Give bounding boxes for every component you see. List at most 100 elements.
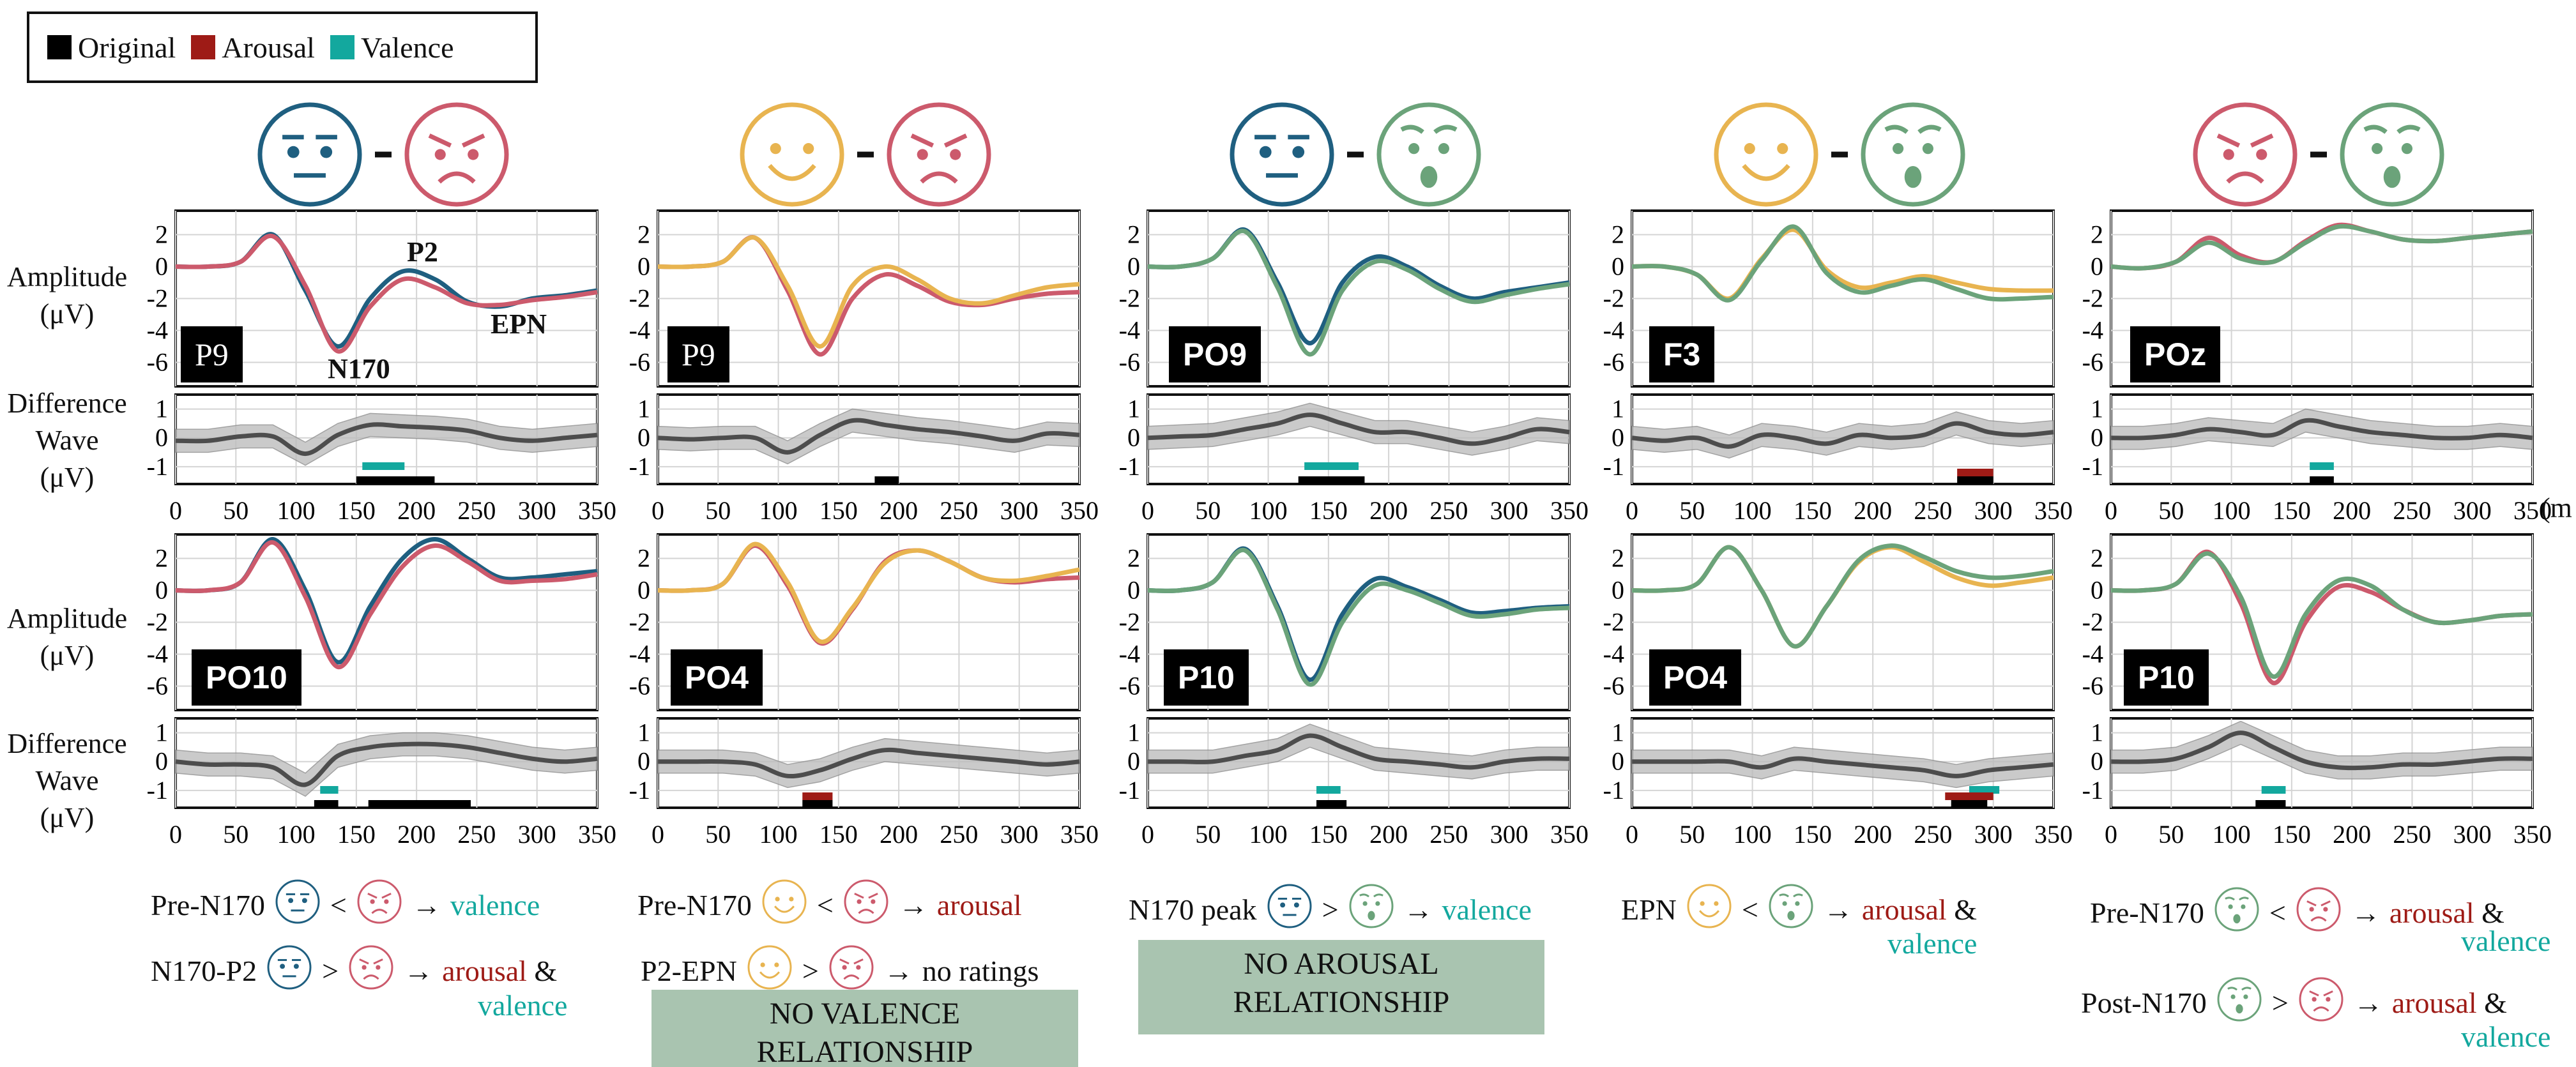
x-tick-label: 50	[1195, 820, 1221, 849]
x-tick-label: 200	[880, 496, 918, 525]
face-outline	[267, 945, 312, 990]
channel-label-r2c3: P10	[1164, 649, 1249, 706]
surprised-face-glyph	[1769, 884, 1813, 928]
difference-wave	[657, 418, 1080, 455]
valence-significance-marker	[1316, 786, 1341, 794]
x-unit-label: (m	[2541, 492, 2572, 524]
finding-col1-row2: N170-P2 > → arousal &	[151, 944, 557, 998]
finding-result: arousal	[1861, 893, 1947, 926]
brow	[839, 958, 850, 965]
difference-wave	[175, 422, 598, 457]
angry-face-icon	[2298, 976, 2345, 1030]
eye	[1362, 901, 1368, 906]
angry-face-icon	[2193, 102, 2298, 207]
eye	[320, 146, 333, 158]
angry-face-icon	[2295, 886, 2342, 940]
finding-result: arousal	[2391, 987, 2477, 1019]
confidence-band	[657, 738, 1080, 789]
finding-result: arousal	[442, 955, 527, 987]
brow	[1400, 125, 1424, 134]
y-tick-label: 1	[2091, 395, 2103, 423]
x-tick-label: 50	[1679, 496, 1705, 525]
face-outline	[762, 879, 807, 924]
x-tick-label: 150	[1794, 496, 1832, 525]
x-tick-label: 350	[1060, 496, 1099, 525]
brow	[1778, 893, 1789, 898]
y-tick-label: 0	[637, 576, 650, 605]
angry-face-glyph	[844, 879, 888, 924]
eye	[1700, 901, 1705, 906]
finding-result: arousal	[936, 889, 1022, 921]
x-tick-label: 350	[578, 496, 616, 525]
original-significance-marker	[1298, 476, 1365, 484]
finding-result: no ratings	[922, 955, 1039, 987]
y-tick-label: -1	[1603, 776, 1624, 805]
mouth	[843, 974, 860, 980]
x-tick-label: 150	[2273, 820, 2311, 849]
y-tick-label: 0	[2091, 252, 2103, 281]
eye	[789, 897, 794, 902]
eye	[1408, 143, 1420, 155]
y-tick-label: 0	[1612, 576, 1624, 605]
x-tick-label: 50	[705, 496, 731, 525]
y-tick-label: 1	[637, 718, 650, 747]
x-tick-label: 100	[1249, 820, 1288, 849]
x-tick-label: 200	[1854, 496, 1892, 525]
face-outline	[1230, 102, 1334, 207]
x-tick-label: 100	[1249, 496, 1288, 525]
finding-label: N170 peak	[1129, 893, 1257, 926]
mouth	[1367, 911, 1375, 921]
x-tick-label: 100	[759, 496, 798, 525]
y-tick-label: 0	[1612, 252, 1624, 281]
x-tick-label: 50	[223, 820, 248, 849]
channel-label-r1c3: PO9	[1169, 326, 1261, 382]
legend-swatch-valence	[330, 35, 354, 59]
y-tick-label: -2	[2082, 284, 2103, 313]
comparison-operator: >	[2271, 987, 2289, 1019]
mouth	[858, 909, 874, 914]
legend: Original Arousal Valence	[27, 11, 538, 83]
y-tick-label: -1	[147, 776, 168, 805]
amplitude-unit-text: (μV)	[40, 298, 95, 329]
y-tick-label: -1	[1603, 452, 1624, 481]
y-tick-label: -6	[147, 348, 168, 377]
face-outline	[1861, 102, 1965, 207]
y-tick-label: -6	[1603, 672, 1624, 700]
face-outline	[275, 879, 320, 924]
y-tick-label: 0	[1127, 747, 1140, 776]
panel-r1c1: 20-2-4-610-10 50 100 150 200 250 300 350	[147, 209, 616, 525]
brow	[868, 893, 878, 899]
y-tick-label: 0	[1612, 747, 1624, 776]
eye	[770, 143, 781, 155]
finding-result-amp: &	[526, 955, 558, 987]
eye	[2243, 994, 2248, 999]
eye	[1259, 146, 1272, 158]
original-significance-marker	[356, 476, 435, 484]
eye	[760, 962, 765, 967]
angry-face-icon	[842, 878, 890, 932]
face-outline	[844, 879, 888, 924]
face-outline	[829, 945, 874, 990]
y-tick-label: 2	[2091, 544, 2103, 573]
legend-item-valence: Valence	[330, 31, 454, 64]
finding-col1-row1: Pre-N170 < → valence	[151, 878, 540, 932]
erp-trace	[1147, 547, 1570, 687]
eye	[2401, 143, 2412, 155]
finding-result-amp: &	[1946, 893, 1977, 926]
y-tick-label: -1	[1119, 452, 1140, 481]
valence-significance-marker	[320, 786, 339, 794]
finding-result: arousal	[2389, 897, 2474, 929]
eye	[857, 899, 862, 904]
x-tick-label: 50	[223, 496, 248, 525]
y-tick-label: 1	[155, 395, 168, 423]
x-tick-label: 200	[2333, 496, 2371, 525]
x-tick-label: 50	[1679, 820, 1705, 849]
finding-col5-row1: Pre-N170 < → arousal &	[2090, 886, 2504, 940]
x-tick-label: 200	[1369, 496, 1408, 525]
finding-result-line2: valence	[2461, 1020, 2551, 1053]
x-tick-label: 300	[518, 820, 556, 849]
eye	[2223, 149, 2234, 160]
y-tick-label: -4	[629, 640, 650, 669]
comparison-operator: <	[2269, 897, 2286, 929]
x-tick-label: 150	[819, 496, 858, 525]
